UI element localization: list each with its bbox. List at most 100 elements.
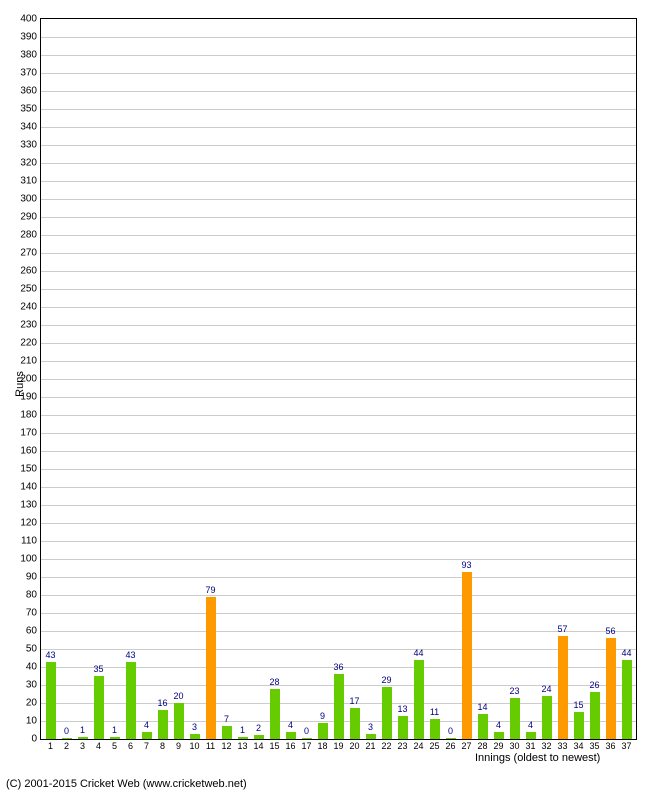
bar-value-label: 28 xyxy=(269,677,279,687)
bar-value-label: 0 xyxy=(304,726,309,736)
bar-value-label: 3 xyxy=(368,722,373,732)
y-tick-label: 40 xyxy=(26,662,37,673)
bar-value-label: 20 xyxy=(173,691,183,701)
gridline xyxy=(41,397,636,398)
x-tick-label: 32 xyxy=(541,741,551,751)
bar-value-label: 3 xyxy=(192,722,197,732)
gridline xyxy=(41,523,636,524)
bar xyxy=(238,737,248,739)
bar-value-label: 35 xyxy=(93,664,103,674)
gridline xyxy=(41,55,636,56)
bar xyxy=(190,734,200,739)
gridline xyxy=(41,379,636,380)
bar-value-label: 1 xyxy=(80,725,85,735)
y-tick-label: 160 xyxy=(20,446,37,457)
y-tick-label: 140 xyxy=(20,482,37,493)
x-tick-label: 31 xyxy=(525,741,535,751)
bar xyxy=(446,738,456,739)
y-tick-label: 80 xyxy=(26,590,37,601)
bar-value-label: 36 xyxy=(333,662,343,672)
bar xyxy=(46,662,56,739)
y-tick-label: 340 xyxy=(20,122,37,133)
bar-value-label: 4 xyxy=(288,720,293,730)
y-tick-label: 250 xyxy=(20,284,37,295)
plot-area: 0102030405060708090100110120130140150160… xyxy=(40,18,637,740)
bar xyxy=(606,638,616,739)
bar-value-label: 7 xyxy=(224,714,229,724)
bar xyxy=(302,738,312,739)
bar xyxy=(366,734,376,739)
y-tick-label: 220 xyxy=(20,338,37,349)
y-tick-label: 310 xyxy=(20,176,37,187)
bar-value-label: 57 xyxy=(557,624,567,634)
bar xyxy=(318,723,328,739)
x-tick-label: 8 xyxy=(160,741,165,751)
bar xyxy=(414,660,424,739)
x-tick-label: 20 xyxy=(349,741,359,751)
y-tick-label: 350 xyxy=(20,104,37,115)
gridline xyxy=(41,181,636,182)
gridline xyxy=(41,307,636,308)
bar-value-label: 14 xyxy=(477,702,487,712)
y-tick-label: 20 xyxy=(26,698,37,709)
y-tick-label: 50 xyxy=(26,644,37,655)
y-tick-label: 210 xyxy=(20,356,37,367)
bar xyxy=(574,712,584,739)
bar xyxy=(78,737,88,739)
bar xyxy=(270,689,280,739)
y-tick-label: 360 xyxy=(20,86,37,97)
bar-value-label: 1 xyxy=(112,725,117,735)
x-tick-label: 7 xyxy=(144,741,149,751)
bar-value-label: 1 xyxy=(240,725,245,735)
bar xyxy=(62,738,72,739)
x-tick-label: 11 xyxy=(206,741,215,751)
x-tick-label: 29 xyxy=(493,741,503,751)
bar xyxy=(94,676,104,739)
bar-value-label: 16 xyxy=(157,698,167,708)
bar xyxy=(350,708,360,739)
bar-value-label: 4 xyxy=(496,720,501,730)
y-tick-label: 130 xyxy=(20,500,37,511)
bar-value-label: 17 xyxy=(349,696,359,706)
copyright-text: (C) 2001-2015 Cricket Web (www.cricketwe… xyxy=(6,778,247,790)
x-tick-label: 37 xyxy=(621,741,631,751)
x-tick-label: 19 xyxy=(333,741,343,751)
x-tick-label: 35 xyxy=(589,741,599,751)
gridline xyxy=(41,541,636,542)
gridline xyxy=(41,631,636,632)
y-tick-label: 170 xyxy=(20,428,37,439)
bar-value-label: 24 xyxy=(541,684,551,694)
gridline xyxy=(41,91,636,92)
bar xyxy=(622,660,632,739)
bar-value-label: 43 xyxy=(125,650,135,660)
bar xyxy=(334,674,344,739)
bar-value-label: 4 xyxy=(144,720,149,730)
x-tick-label: 26 xyxy=(445,741,455,751)
bar-value-label: 0 xyxy=(64,726,69,736)
bar xyxy=(478,714,488,739)
bar xyxy=(206,597,216,739)
x-tick-label: 18 xyxy=(317,741,327,751)
bar xyxy=(110,737,120,739)
gridline xyxy=(41,235,636,236)
bar-value-label: 26 xyxy=(589,680,599,690)
bar-value-label: 4 xyxy=(528,720,533,730)
gridline xyxy=(41,199,636,200)
gridline xyxy=(41,361,636,362)
bar xyxy=(174,703,184,739)
gridline xyxy=(41,37,636,38)
gridline xyxy=(41,343,636,344)
bar xyxy=(430,719,440,739)
bar-value-label: 93 xyxy=(461,560,471,570)
bar xyxy=(158,710,168,739)
gridline xyxy=(41,595,636,596)
gridline xyxy=(41,127,636,128)
bar-value-label: 56 xyxy=(605,626,615,636)
bar-value-label: 29 xyxy=(381,675,391,685)
y-tick-label: 390 xyxy=(20,32,37,43)
bar-value-label: 15 xyxy=(573,700,583,710)
bar-value-label: 44 xyxy=(621,648,631,658)
y-tick-label: 370 xyxy=(20,68,37,79)
gridline xyxy=(41,217,636,218)
gridline xyxy=(41,73,636,74)
